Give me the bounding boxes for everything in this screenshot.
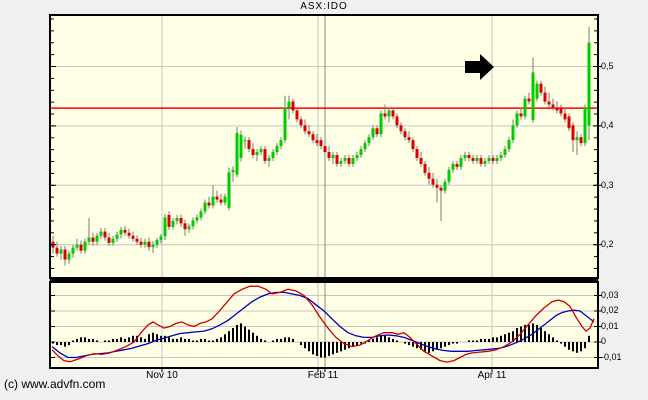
macd-axis-label: -0,01 [601,352,622,362]
price-axis-label: 0,2 [601,239,614,249]
x-axis-label-apr11: Apr 11 [477,370,507,381]
macd-axis-label: 0 [601,336,607,346]
signal-line [51,291,595,359]
annotations [465,54,494,80]
macd-line [51,285,595,363]
price-axis-label: 0,5 [601,61,614,71]
signal-line-group [51,291,595,359]
chart-title: ASX:IDO [300,1,348,12]
chart-panels [50,15,598,368]
macd-axis-label: 0,03 [601,290,619,300]
x-axis-label-nov10: Nov 10 [146,370,178,381]
copyright-text: (c) www.advfn.com [4,377,106,391]
macd-line-group [51,285,595,363]
price-axis-label: 0,3 [601,180,614,190]
arrow-annotation [465,54,494,80]
candlestick-series [51,26,591,266]
macd-axis-label: 0,02 [601,305,619,315]
x-axis-label-feb11: Feb 11 [307,370,339,381]
price-axis-label: 0,4 [601,120,614,130]
panel-frames [49,14,599,369]
macd-axis-label: 0,01 [601,321,619,331]
macd-histogram [52,323,590,358]
